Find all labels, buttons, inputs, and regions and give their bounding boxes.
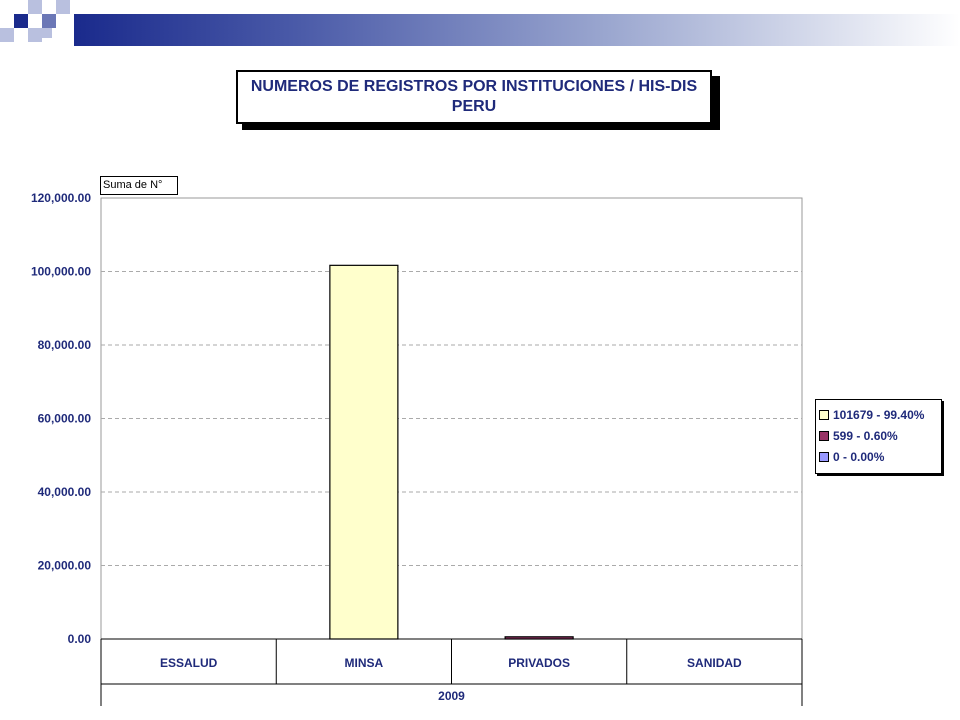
- chart-title-line1: NUMEROS DE REGISTROS POR INSTITUCIONES /…: [250, 78, 698, 95]
- legend-entry: 101679 - 99.40%: [819, 404, 941, 425]
- chart-title: NUMEROS DE REGISTROS POR INSTITUCIONES /…: [236, 70, 712, 124]
- x-tick-label: MINSA: [345, 656, 384, 670]
- y-tick-label: 100,000.00: [31, 265, 91, 279]
- x-tick-label: PRIVADOS: [508, 656, 570, 670]
- header-square-dark: [14, 14, 28, 28]
- y-tick-label: 40,000.00: [38, 485, 92, 499]
- chart-title-line2: PERU: [451, 98, 497, 115]
- header-gradient-bar: [74, 14, 960, 46]
- legend-swatch: [819, 451, 829, 462]
- header-square-small: [42, 28, 52, 38]
- x-tick-label: ESSALUD: [160, 656, 218, 670]
- legend-label: 101679 - 99.40%: [833, 407, 925, 422]
- header-square-mid-2: [56, 0, 70, 14]
- x-tick-label: SANIDAD: [687, 656, 742, 670]
- chart-legend: 101679 - 99.40% 599 - 0.60% 0 - 0.00%: [815, 399, 942, 474]
- legend-label: 599 - 0.60%: [833, 428, 898, 443]
- bar-minsa: [329, 264, 399, 640]
- y-tick-label: 80,000.00: [38, 338, 92, 352]
- y-tick-label: 120,000.00: [31, 191, 91, 205]
- header-square-mid: [42, 14, 56, 28]
- header-square-dark-2: [0, 28, 14, 42]
- legend-entry: 0 - 0.00%: [819, 446, 941, 467]
- x-group-label: 2009: [438, 689, 465, 703]
- legend-label: 0 - 0.00%: [833, 449, 885, 464]
- bar-privados: [504, 636, 574, 640]
- y-tick-label: 60,000.00: [38, 412, 92, 426]
- header-square-light: [28, 0, 42, 14]
- legend-entry: 599 - 0.60%: [819, 425, 941, 446]
- y-tick-label: 0.00: [68, 632, 92, 646]
- legend-swatch: [819, 430, 829, 441]
- legend-swatch: [819, 409, 829, 420]
- y-tick-label: 20,000.00: [38, 559, 92, 573]
- header-square-light-2: [28, 28, 42, 42]
- pivot-field-button[interactable]: Suma de N°: [100, 176, 178, 195]
